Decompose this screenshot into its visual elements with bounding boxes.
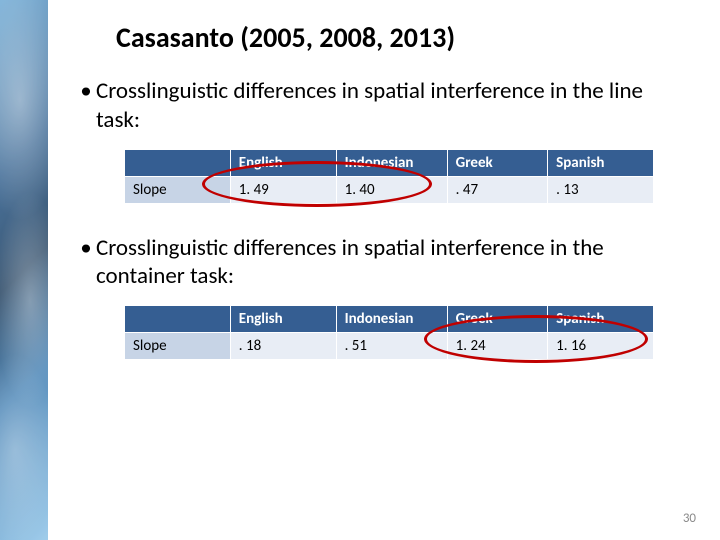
t1-h3: Greek — [447, 149, 548, 176]
slide-content: Casasanto (2005, 2008, 2013) • Crossling… — [48, 0, 720, 540]
bullet-dot-icon: • — [76, 234, 96, 263]
t1-v2: 1. 40 — [336, 176, 447, 203]
t1-v4: . 13 — [548, 176, 654, 203]
bullet-2: • Crosslinguistic differences in spatial… — [76, 234, 686, 292]
t2-h0 — [125, 306, 231, 333]
t1-h1: English — [230, 149, 336, 176]
t2-v2: . 51 — [336, 333, 447, 360]
table-container-task: English Indonesian Greek Spanish Slope .… — [124, 305, 654, 360]
t2-h2: Indonesian — [336, 306, 447, 333]
bullet-1: • Crosslinguistic differences in spatial… — [76, 77, 686, 135]
bullet-1-text: Crosslinguistic differences in spatial i… — [96, 77, 686, 135]
table-2-wrap: English Indonesian Greek Spanish Slope .… — [124, 305, 654, 360]
slide-title: Casasanto (2005, 2008, 2013) — [116, 20, 686, 55]
slide-left-accent — [0, 0, 48, 540]
table-2-header-row: English Indonesian Greek Spanish — [125, 306, 654, 333]
table-1-wrap: English Indonesian Greek Spanish Slope 1… — [124, 149, 654, 204]
t2-v1: . 18 — [230, 333, 336, 360]
table-1-data-row: Slope 1. 49 1. 40 . 47 . 13 — [125, 176, 654, 203]
t1-rowlabel: Slope — [125, 176, 231, 203]
t2-v3: 1. 24 — [447, 333, 548, 360]
table-2-data-row: Slope . 18 . 51 1. 24 1. 16 — [125, 333, 654, 360]
t2-h3: Greek — [447, 306, 548, 333]
t1-h4: Spanish — [548, 149, 654, 176]
t1-v3: . 47 — [447, 176, 548, 203]
t1-v1: 1. 49 — [230, 176, 336, 203]
slide-number: 30 — [683, 511, 696, 526]
t2-v4: 1. 16 — [548, 333, 654, 360]
t2-h4: Spanish — [548, 306, 654, 333]
bullet-dot-icon: • — [76, 77, 96, 106]
bullet-2-text: Crosslinguistic differences in spatial i… — [96, 234, 686, 292]
t1-h0 — [125, 149, 231, 176]
t2-rowlabel: Slope — [125, 333, 231, 360]
table-line-task: English Indonesian Greek Spanish Slope 1… — [124, 149, 654, 204]
t1-h2: Indonesian — [336, 149, 447, 176]
table-1-header-row: English Indonesian Greek Spanish — [125, 149, 654, 176]
t2-h1: English — [230, 306, 336, 333]
